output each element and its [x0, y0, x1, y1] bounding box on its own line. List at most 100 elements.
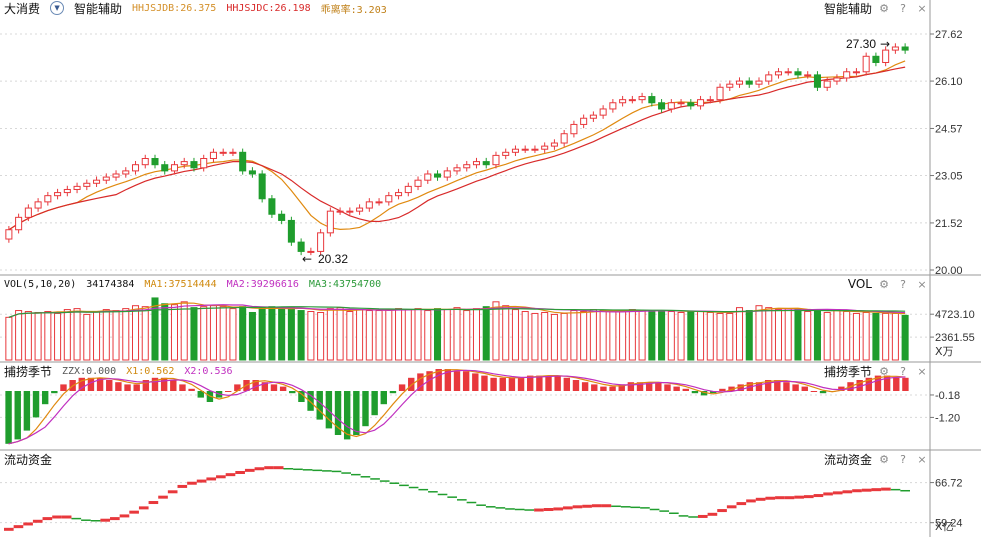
help-icon[interactable]: ?	[900, 277, 906, 291]
season-bar	[618, 384, 625, 391]
season-bar	[893, 377, 900, 391]
volume-bar	[170, 304, 179, 361]
gear-icon[interactable]: ⚙	[879, 452, 889, 466]
season-bar	[197, 391, 204, 398]
candle	[54, 188, 62, 200]
candle	[658, 99, 666, 113]
candle	[209, 148, 217, 163]
season-bar	[517, 377, 525, 391]
volume-bar	[200, 306, 208, 361]
close-icon[interactable]: ×	[917, 277, 927, 291]
volume-bar	[774, 309, 783, 361]
season-bar	[160, 377, 168, 391]
gear-icon[interactable]: ⚙	[879, 1, 889, 15]
volume-bar	[648, 310, 656, 361]
help-icon[interactable]: ?	[900, 364, 906, 378]
candle	[541, 142, 549, 153]
season-bar	[527, 375, 534, 391]
season-bar	[673, 386, 680, 391]
candle	[804, 71, 812, 79]
season-bars-group	[5, 369, 909, 444]
close-icon[interactable]: ×	[917, 1, 927, 15]
season-bar	[645, 382, 653, 391]
volume-bar	[424, 310, 432, 361]
high-label: 27.30	[846, 37, 876, 51]
season-bar	[389, 391, 397, 394]
candle	[239, 148, 247, 175]
season-right-title[interactable]: 捕捞季节	[823, 364, 872, 379]
close-icon[interactable]: ×	[917, 364, 927, 378]
volume-bar	[395, 308, 403, 361]
volume-bar	[93, 311, 101, 361]
season-bar	[78, 377, 85, 391]
volume-bar	[862, 311, 870, 361]
gear-icon[interactable]: ⚙	[879, 364, 889, 378]
flow-unit: X亿	[935, 520, 954, 533]
low-label: 20.32	[318, 252, 348, 266]
help-icon[interactable]: ?	[900, 1, 906, 15]
season-bar	[325, 391, 333, 429]
season-bar	[838, 386, 845, 391]
main-indicator-name[interactable]: 智能辅助	[74, 1, 123, 16]
season-bar	[289, 391, 296, 394]
season-bar	[87, 377, 95, 391]
candle	[365, 198, 373, 212]
ma-line-orange	[8, 60, 906, 231]
ma-line-red	[8, 66, 906, 231]
close-icon[interactable]: ×	[917, 452, 927, 466]
season-header-right: 捕捞季节 ⚙ ? ×	[824, 363, 929, 379]
candle	[794, 68, 802, 79]
vol-title[interactable]: VOL(5,10,20)	[4, 278, 77, 290]
candle	[765, 71, 773, 85]
season-bar	[462, 371, 470, 391]
volume-bar	[453, 307, 461, 361]
volume-bar	[365, 310, 373, 361]
gear-icon[interactable]: ⚙	[879, 277, 889, 291]
volume-bar	[843, 311, 851, 361]
main-title: 大消费	[4, 1, 41, 16]
season-bar	[151, 377, 159, 391]
volume-bar	[677, 311, 685, 361]
candle	[356, 204, 364, 215]
season-bar	[343, 391, 351, 440]
chevron-down-icon[interactable]: ▼	[50, 1, 65, 15]
season-bar	[5, 391, 12, 444]
help-icon[interactable]: ?	[900, 452, 906, 466]
candle	[219, 148, 227, 157]
volume-bar	[209, 305, 217, 361]
vol-right-title[interactable]: VOL	[847, 277, 872, 291]
candle	[628, 95, 636, 104]
season-bar	[536, 375, 543, 391]
candle	[843, 68, 851, 82]
season-bar	[96, 377, 104, 391]
flow-right-title[interactable]: 流动资金	[823, 452, 872, 467]
season-title[interactable]: 捕捞季节	[4, 364, 53, 379]
candle	[726, 80, 734, 91]
volume-bar	[258, 307, 266, 361]
season-bar	[23, 391, 31, 431]
season-bar	[444, 369, 452, 391]
main-right-title[interactable]: 智能辅助	[823, 1, 872, 16]
season-bar	[764, 380, 772, 391]
main-header: 大消费 ▼ 智能辅助 HHJSJDB:26.375 HHJSJDC:26.198…	[4, 0, 397, 16]
candle	[482, 157, 490, 169]
season-bar	[609, 386, 616, 391]
volume-bar	[745, 310, 753, 361]
volume-bar	[784, 308, 792, 361]
volume-bar	[356, 309, 364, 361]
candle	[24, 204, 32, 222]
volume-bar	[658, 310, 666, 361]
season-bar	[819, 391, 827, 394]
season-bar	[142, 380, 150, 391]
season-bar	[664, 384, 671, 391]
season-x1-line	[8, 369, 906, 445]
candle	[258, 170, 266, 203]
candle	[872, 52, 880, 67]
season-x1: X1:0.562	[126, 365, 175, 377]
season-bar	[188, 388, 195, 391]
volume-bar	[5, 316, 13, 361]
season-bar	[32, 391, 40, 418]
candle	[34, 198, 42, 212]
flow-title[interactable]: 流动资金	[4, 452, 53, 467]
candle	[326, 207, 334, 237]
